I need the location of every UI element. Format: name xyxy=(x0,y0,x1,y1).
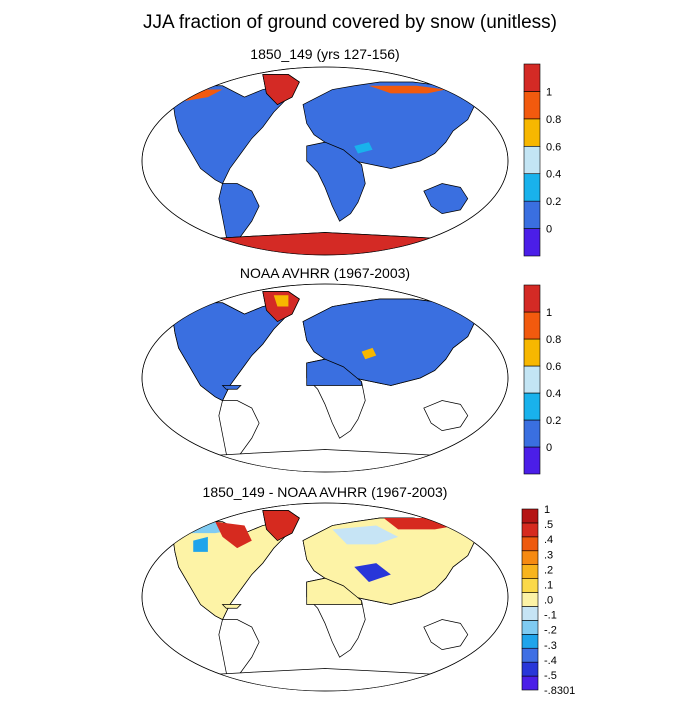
colorbar-box xyxy=(523,173,541,202)
colorbar-label: .4 xyxy=(544,534,553,546)
colorbar-label: 1 xyxy=(546,307,552,319)
colorbar-label: 0.8 xyxy=(546,114,561,126)
colorbar-label: -.8301 xyxy=(544,685,575,697)
colorbar: 1 .5 .4 .3 .2 .1 .0 -.1 -.2 -.3 -.4 -.5 -.8301 xyxy=(521,504,575,697)
map-border xyxy=(141,66,509,256)
colorbar-box xyxy=(521,536,539,552)
colorbar-label: 0.6 xyxy=(546,141,561,153)
colorbar-label: -.5 xyxy=(544,670,557,682)
colorbar-box xyxy=(521,592,539,607)
colorbar-label: .3 xyxy=(544,549,553,561)
colorbar-box xyxy=(523,200,541,229)
panel-title: 1850_149 (yrs 127-156) xyxy=(250,46,399,62)
colorbar-label: 0.6 xyxy=(546,361,561,373)
colorbar-box xyxy=(523,118,541,147)
colorbar-box xyxy=(521,508,539,524)
colorbar-box xyxy=(523,392,541,421)
colorbar-label: -.3 xyxy=(544,640,557,652)
colorbar-box xyxy=(521,578,539,593)
colorbar-box xyxy=(521,620,539,635)
colorbar-label: .5 xyxy=(544,519,553,531)
panel-model: 1850_149 (yrs 127-156) 1 0.8 0.6 0.4 0.2 0 xyxy=(141,46,561,257)
colorbar-label: 0.8 xyxy=(546,334,561,346)
main-title: JJA fraction of ground covered by snow (… xyxy=(143,12,557,33)
colorbar-label: 0.4 xyxy=(546,169,561,181)
colorbar-box xyxy=(523,145,541,175)
colorbar-box xyxy=(523,338,541,367)
map-border xyxy=(141,502,509,692)
colorbar-label: -.1 xyxy=(544,610,557,622)
colorbar-label: .1 xyxy=(544,579,553,591)
colorbar-box xyxy=(521,647,539,663)
colorbar-box xyxy=(523,311,541,340)
colorbar-label: 0.2 xyxy=(546,196,561,208)
colorbar-label: -.4 xyxy=(544,655,557,667)
colorbar-box xyxy=(523,419,541,448)
panel-title: NOAA AVHRR (1967-2003) xyxy=(240,265,410,281)
colorbar-box xyxy=(521,634,539,649)
colorbar-box xyxy=(521,675,539,691)
colorbar: 1 0.8 0.6 0.4 0.2 0 xyxy=(523,63,561,257)
panel-diff: 1850_149 - NOAA AVHRR (1967-2003) 1 .5 .4.… xyxy=(141,484,575,697)
colorbar-label: 0.2 xyxy=(546,415,561,427)
colorbar-box xyxy=(521,550,539,565)
colorbar-box xyxy=(521,606,539,621)
colorbar-label: .0 xyxy=(544,595,553,607)
colorbar: 1 0.8 0.6 0.4 0.2 0 xyxy=(523,284,561,475)
colorbar-box xyxy=(523,91,541,120)
colorbar-label: 1 xyxy=(544,504,550,516)
colorbar-label: 0 xyxy=(546,224,552,236)
colorbar-label: -.2 xyxy=(544,625,557,637)
colorbar-box xyxy=(523,63,541,92)
panel-obs: NOAA AVHRR (1967-2003) 1 0.8 0.6 0.4 0.2 0 xyxy=(141,265,561,475)
colorbar-box xyxy=(523,446,541,475)
colorbar-box xyxy=(521,661,539,677)
colorbar-box xyxy=(523,228,541,257)
colorbar-box xyxy=(521,564,539,579)
panel-title: 1850_149 - NOAA AVHRR (1967-2003) xyxy=(203,484,448,500)
colorbar-label: 1 xyxy=(546,86,552,98)
map-fill xyxy=(169,289,477,472)
colorbar-box xyxy=(521,522,539,538)
colorbar-label: 0.4 xyxy=(546,388,561,400)
colorbar-label: 0 xyxy=(546,442,552,454)
colorbar-label: .2 xyxy=(544,564,553,576)
map-border xyxy=(141,283,509,473)
colorbar-box xyxy=(523,284,541,313)
colorbar-box xyxy=(523,365,541,394)
